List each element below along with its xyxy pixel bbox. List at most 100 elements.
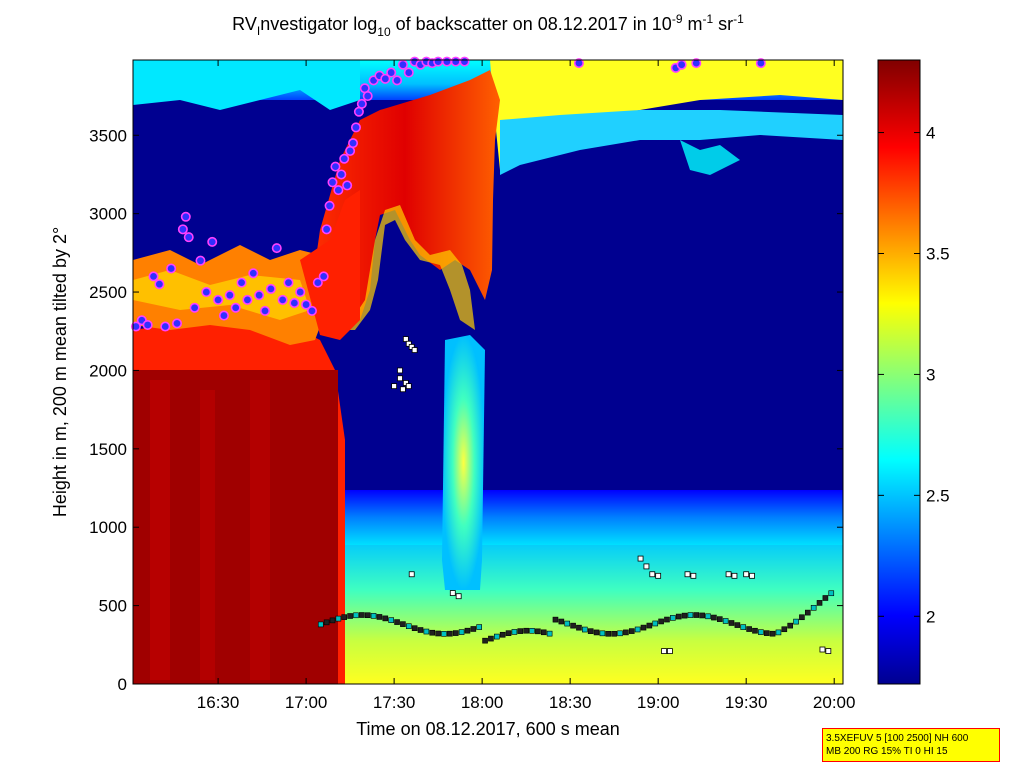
- cloud-top-dot: [348, 138, 359, 149]
- boundary-layer-square: [329, 617, 336, 624]
- colorbar-tick-label: 2: [926, 607, 935, 626]
- boundary-layer-square: [722, 618, 729, 624]
- cloud-top-dot: [380, 73, 391, 84]
- heatmap-streak-2: [200, 390, 215, 680]
- cloud-top-dot: [450, 56, 461, 67]
- boundary-layer-square: [455, 593, 462, 600]
- cloud-top-dot: [356, 98, 367, 109]
- boundary-layer-square: [402, 336, 409, 342]
- boundary-layer-square: [705, 613, 711, 620]
- colorbar: [878, 60, 920, 684]
- cloud-top-dot: [441, 56, 452, 67]
- chart-title: RVInvestigator log10 of backscatter on 0…: [232, 12, 744, 39]
- heatmap-streak-3: [250, 380, 270, 680]
- boundary-layer-square: [441, 631, 447, 637]
- boundary-layer-square: [564, 620, 571, 627]
- boundary-layer-square: [652, 620, 659, 627]
- boundary-layer-square: [716, 616, 723, 622]
- heatmap-aerosol-fade: [340, 490, 843, 545]
- boundary-layer-square: [408, 344, 415, 350]
- boundary-layer-square: [458, 629, 465, 635]
- x-tick-label: 16:30: [197, 693, 240, 712]
- y-axis-label: Height in m, 200 m mean tilted by 2°: [50, 227, 70, 517]
- boundary-layer-square: [628, 628, 635, 634]
- heatmap-cyan-column: [442, 335, 485, 590]
- cloud-top-dot: [301, 299, 312, 310]
- info-line-1: 3.5XEFUV 5 [100 2500] NH 600: [826, 733, 969, 744]
- cloud-top-dot: [189, 302, 200, 313]
- boundary-layer-square: [781, 626, 788, 633]
- boundary-layer-square: [725, 571, 732, 578]
- boundary-layer-square: [752, 627, 758, 634]
- boundary-layer-square: [405, 383, 412, 390]
- cloud-top-dot: [362, 91, 373, 102]
- cloud-top-dot: [160, 321, 171, 332]
- boundary-layer-square: [816, 600, 823, 606]
- heatmap-red-column: [300, 190, 360, 340]
- boundary-layer-square: [810, 604, 817, 611]
- y-tick-label: 0: [118, 675, 127, 694]
- cloud-top-dot: [254, 290, 265, 301]
- cloud-top-dot: [433, 56, 444, 67]
- cloud-top-dot: [236, 277, 247, 288]
- colorbar-tick-label: 2.5: [926, 486, 950, 505]
- boundary-layer-square: [447, 630, 453, 637]
- y-axis: 0 500 1000 1500 2000 2500 3000 3500: [89, 126, 843, 694]
- boundary-layer-square: [511, 629, 518, 635]
- cloud-top-dot: [306, 305, 317, 316]
- x-tick-label: 18:00: [461, 693, 504, 712]
- boundary-layer-square: [587, 628, 594, 634]
- boundary-layer-square: [335, 615, 342, 622]
- boundary-layer-square: [517, 628, 524, 634]
- boundary-layer-square: [411, 625, 418, 632]
- cloud-top-dot: [130, 321, 141, 332]
- boundary-layer-square: [734, 622, 741, 628]
- boundary-layer-square: [804, 609, 811, 616]
- boundary-layer-square: [775, 629, 782, 636]
- cloud-top-dot: [459, 56, 470, 67]
- boundary-layer-square: [822, 595, 829, 601]
- cloud-top-dot: [339, 153, 350, 164]
- boundary-layer-square: [649, 571, 656, 578]
- x-axis-label: Time on 08.12.2017, 600 s mean: [356, 719, 620, 739]
- heatmap-top-left-cyan: [133, 60, 360, 110]
- cloud-top-dot: [324, 200, 335, 211]
- boundary-layer-square: [675, 613, 682, 620]
- boundary-layer-square: [341, 614, 348, 620]
- boundary-layer-square: [347, 613, 353, 619]
- cloud-top-dot: [260, 305, 271, 316]
- cloud-top-dot: [201, 287, 212, 298]
- boundary-layer-square: [417, 627, 424, 633]
- boundary-layer-square: [382, 615, 389, 622]
- cloud-top-dot: [342, 180, 353, 191]
- colorbar-ticks: 2 2.5 3 3.5 4: [878, 124, 950, 626]
- boundary-layer-square: [681, 612, 688, 619]
- boundary-layer-square: [661, 648, 667, 654]
- boundary-layer-square: [494, 633, 500, 640]
- cloud-top-dot: [213, 294, 224, 305]
- heatmap-top-right-cyan: [500, 110, 843, 175]
- boundary-layer-square: [667, 648, 673, 654]
- boundary-layer-square: [731, 572, 738, 579]
- cloud-top-dot: [350, 122, 361, 133]
- cloud-top-dot: [755, 58, 766, 69]
- boundary-layer-square: [482, 637, 488, 644]
- cloud-top-dot: [386, 67, 397, 78]
- boundary-layer-square: [743, 571, 750, 578]
- boundary-layer-square: [787, 622, 793, 629]
- boundary-layer-square: [449, 590, 456, 596]
- boundary-layer-square: [749, 572, 755, 579]
- boundary-layer-square: [617, 630, 623, 637]
- boundary-layer-square: [655, 572, 662, 579]
- boundary-layer-square: [435, 630, 441, 637]
- boundary-layer-square: [643, 563, 650, 570]
- boundary-layer-square: [763, 630, 770, 636]
- boundary-layer-square: [740, 624, 747, 630]
- cloud-top-dot: [180, 211, 191, 222]
- cloud-top-dot: [573, 58, 584, 69]
- boundary-layer-square: [429, 629, 436, 636]
- boundary-layer-square: [570, 622, 576, 629]
- x-tick-label: 19:30: [725, 693, 768, 712]
- colorbar-tick-label: 4: [926, 124, 935, 143]
